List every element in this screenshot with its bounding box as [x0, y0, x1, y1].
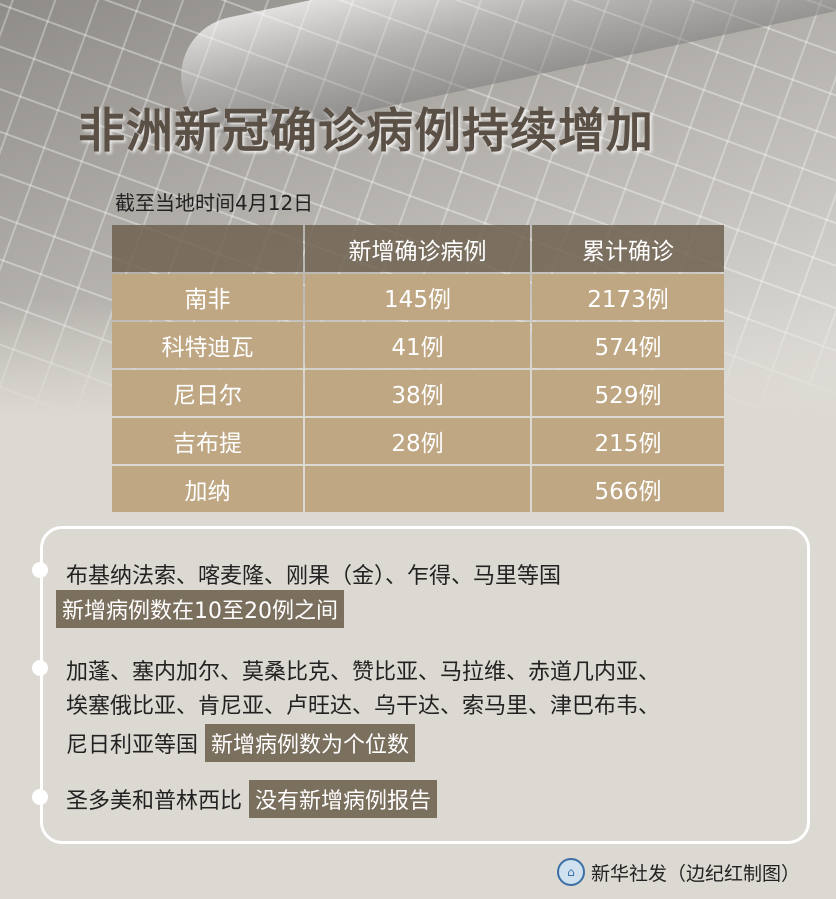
bullet-dot	[32, 562, 48, 578]
header-cell: 新增确诊病例	[305, 225, 530, 272]
bullet-dot	[32, 789, 48, 805]
xinhua-logo-icon: ⌂	[556, 858, 585, 886]
total-cases-cell: 2173例	[532, 274, 724, 320]
bullet-dot	[32, 660, 48, 676]
new-cases-cell	[305, 466, 530, 512]
new-cases-cell: 41例	[305, 322, 530, 368]
credit-text: 新华社发（边纪红制图）	[590, 862, 800, 885]
country-cell: 尼日尔	[112, 370, 303, 416]
country-cell: 加纳	[112, 466, 303, 512]
total-cases-cell: 574例	[532, 322, 724, 368]
header-cell	[112, 225, 303, 272]
total-cases-cell: 529例	[532, 370, 724, 416]
notes-panel	[40, 526, 810, 844]
credit: ⌂ 新华社发（边纪红制图）	[556, 858, 800, 886]
cases-table: 新增确诊病例 累计确诊 南非 145例 2173例 科特迪瓦 41例 574例 …	[112, 225, 724, 512]
note-1-highlight: 新增病例数在10至20例之间	[56, 590, 344, 628]
new-cases-cell: 38例	[305, 370, 530, 416]
note-2-line-2: 埃塞俄比亚、肯尼亚、卢旺达、乌干达、索马里、津巴布韦、	[66, 694, 661, 719]
page-title: 非洲新冠确诊病例持续增加	[78, 104, 654, 159]
note-1-countries: 布基纳法索、喀麦隆、刚果（金）、乍得、马里等国	[66, 564, 562, 589]
country-cell: 科特迪瓦	[112, 322, 303, 368]
total-cases-cell: 566例	[532, 466, 724, 512]
date-subtitle: 截至当地时间4月12日	[115, 191, 314, 215]
note-3-countries: 圣多美和普林西比	[66, 789, 243, 814]
header-cell: 累计确诊	[532, 225, 724, 272]
country-cell: 南非	[112, 274, 303, 320]
note-3-highlight: 没有新增病例报告	[249, 780, 438, 818]
new-cases-cell: 145例	[305, 274, 530, 320]
note-2-line-1: 加蓬、塞内加尔、莫桑比克、赞比亚、马拉维、赤道几内亚、	[66, 660, 661, 685]
new-cases-cell: 28例	[305, 418, 530, 464]
country-cell: 吉布提	[112, 418, 303, 464]
total-cases-cell: 215例	[532, 418, 724, 464]
note-2-highlight: 新增病例数为个位数	[205, 724, 416, 762]
note-2-line-3: 尼日利亚等国	[66, 733, 199, 758]
